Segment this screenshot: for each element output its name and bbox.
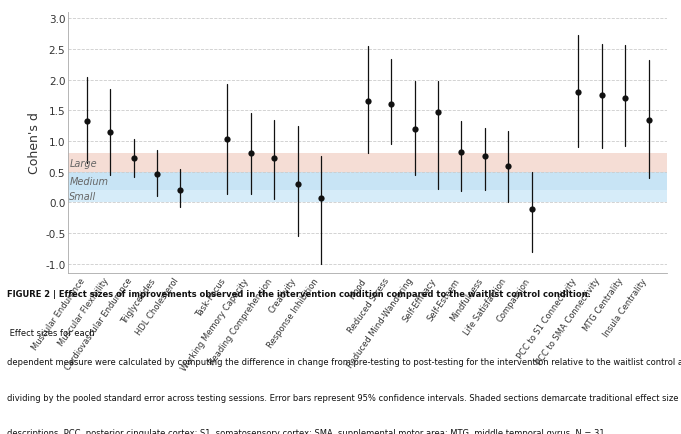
Text: descriptions. PCC, posterior cingulate cortex; S1, somatosensory cortex; SMA, su: descriptions. PCC, posterior cingulate c… (7, 428, 607, 434)
Text: Small: Small (69, 192, 97, 202)
Text: FIGURE 2 | Effect sizes of improvements observed in the intervention condition c: FIGURE 2 | Effect sizes of improvements … (7, 289, 590, 298)
Text: Effect sizes for each: Effect sizes for each (7, 328, 95, 337)
Y-axis label: Cohen's d: Cohen's d (28, 112, 41, 174)
Bar (68, 154, 667, 172)
Text: dividing by the pooled standard error across testing sessions. Error bars repres: dividing by the pooled standard error ac… (7, 393, 678, 401)
Text: dependent measure were calculated by computing the difference in change from pre: dependent measure were calculated by com… (7, 357, 681, 366)
Text: Large: Large (69, 158, 97, 168)
Text: Medium: Medium (69, 177, 108, 187)
Bar (68, 191, 667, 203)
Bar (68, 172, 667, 191)
